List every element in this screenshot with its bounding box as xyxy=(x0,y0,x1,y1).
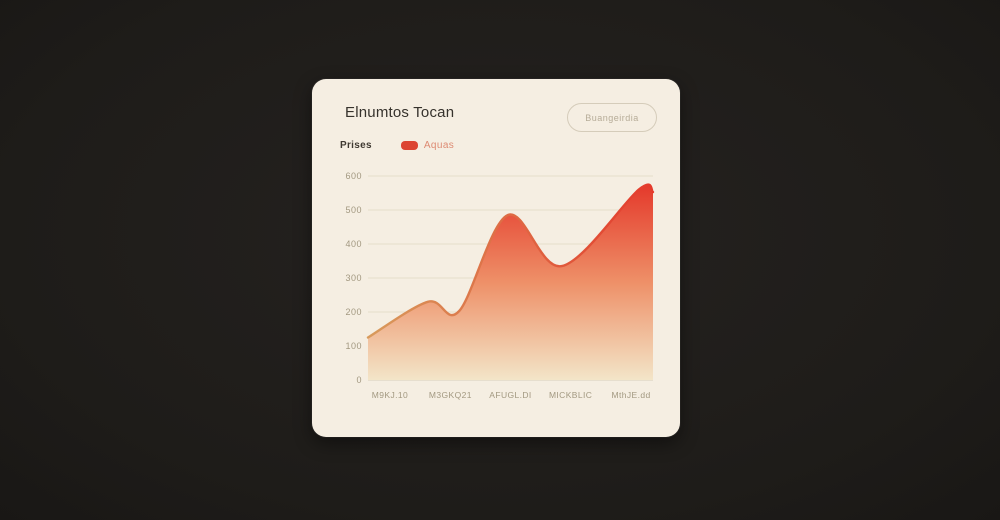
area-series-line xyxy=(366,183,655,339)
y-tick-label: 400 xyxy=(345,239,362,249)
x-tick-label: MICKBLIC xyxy=(548,390,593,400)
card-title: Elnumtos Tocan xyxy=(345,104,455,121)
chart-svg xyxy=(366,175,655,381)
chart-legend: Prises Aquas xyxy=(340,138,454,152)
y-axis: 600 500 400 300 200 100 0 xyxy=(336,171,362,385)
legend-swatch xyxy=(400,140,418,150)
x-tick-label: M3GKQ21 xyxy=(428,390,472,400)
y-tick-label: 500 xyxy=(345,205,362,215)
y-tick-label: 200 xyxy=(345,307,362,317)
y-tick-label: 600 xyxy=(345,171,362,181)
y-tick-label: 0 xyxy=(356,375,362,385)
area-series-fill xyxy=(368,184,653,380)
legend-series-label: Aquas xyxy=(423,139,455,151)
card-action-button[interactable]: Buangeirdia xyxy=(567,103,657,132)
x-tick-label: AFUGL.DI xyxy=(489,390,532,400)
x-tick-label: M9KJ.10 xyxy=(371,390,409,400)
x-tick-label: MthJE.dd xyxy=(611,390,651,400)
chart-plot-area xyxy=(366,175,655,381)
chart-card: Elnumtos Tocan Buangeirdia Prises Aquas … xyxy=(312,79,680,437)
x-axis: M9KJ.10 M3GKQ21 AFUGL.DI MICKBLIC MthJE.dd xyxy=(368,390,653,404)
y-tick-label: 300 xyxy=(345,273,362,283)
legend-label: Prises xyxy=(340,139,372,151)
y-tick-label: 100 xyxy=(345,341,362,351)
